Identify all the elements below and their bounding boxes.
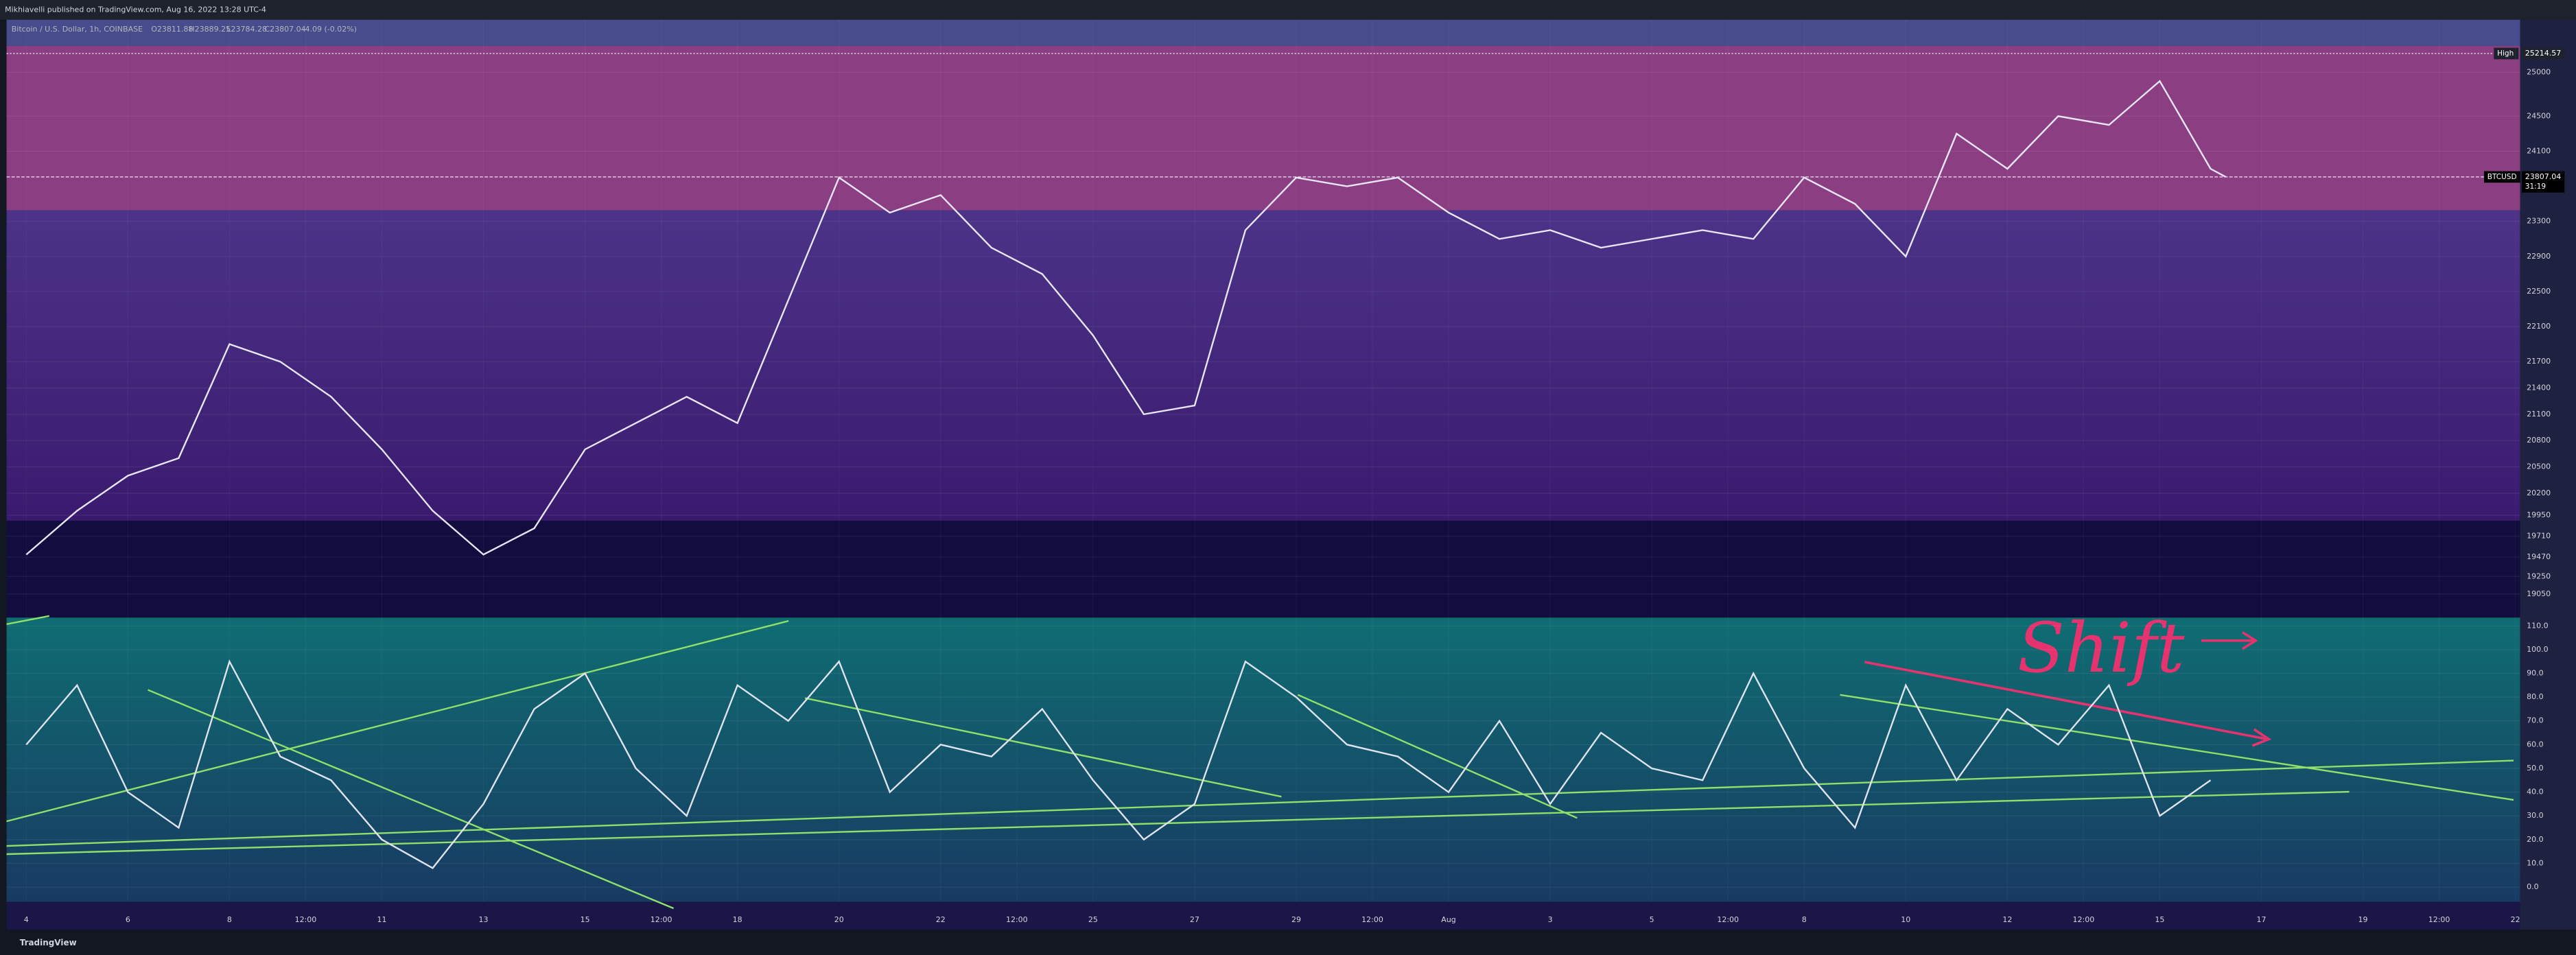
high-value: 25214.57 (2525, 49, 2561, 58)
y-tick-label: 60.0 (2527, 740, 2543, 748)
last-value: 23807.04 (2525, 172, 2561, 181)
x-tick-label: 22 (2511, 915, 2520, 924)
x-tick-label: 15 (581, 915, 590, 924)
y-tick-label: 100.0 (2527, 645, 2548, 654)
high-zone (6, 46, 2520, 211)
series-line (25, 659, 2212, 869)
y-tick-label: 19250 (2527, 571, 2551, 580)
y-tick-label: 24100 (2527, 146, 2551, 155)
y-tick-label: 80.0 (2527, 692, 2543, 701)
y-tick-label: 50.0 (2527, 764, 2543, 773)
y-tick-label: 19710 (2527, 532, 2551, 541)
x-tick-label: 6 (126, 915, 130, 924)
x-tick-label: 20 (834, 915, 844, 924)
x-tick-label: 12:00 (295, 915, 317, 924)
oscillator-pane (6, 617, 2520, 902)
y-tick-label: 19470 (2527, 552, 2551, 561)
x-tick-label: 12:00 (2428, 915, 2450, 924)
y-tick-label: 110.0 (2527, 621, 2548, 630)
high-tag (2494, 47, 2519, 60)
x-tick-label: 11 (377, 915, 386, 924)
footer-logo: TradingView (20, 938, 77, 947)
high-value-tag (2521, 47, 2565, 60)
x-tick-label: 12:00 (1361, 915, 1383, 924)
y-tick-label: 10.0 (2527, 858, 2543, 867)
legend: Bitcoin / U.S. Dollar, 1h, COINBASE O238… (12, 25, 357, 34)
x-tick-label: 22 (936, 915, 946, 924)
trendlines (6, 615, 2514, 910)
x-tick-label: 25 (1088, 915, 1098, 924)
y-tick-label: 21700 (2527, 357, 2551, 366)
x-tick-label: 12:00 (2073, 915, 2095, 924)
x-tick-label: 12:00 (1717, 915, 1739, 924)
legend-symbol: Bitcoin / U.S. Dollar, 1h, COINBASE (12, 25, 143, 34)
y-tick-label: 19050 (2527, 589, 2551, 598)
x-tick-label: 13 (479, 915, 489, 924)
x-tick-label: 29 (1291, 915, 1301, 924)
x-tick-label: 5 (1650, 915, 1654, 924)
y-tick-label: 0.0 (2527, 882, 2538, 891)
price-pane (6, 210, 2520, 521)
y-tick-label: 19950 (2527, 510, 2551, 519)
x-tick-label: 18 (733, 915, 742, 924)
header-bar (0, 0, 2576, 20)
x-tick-label: 15 (2155, 915, 2164, 924)
x-tick-label: 8 (1802, 915, 1807, 924)
y-tick-label: 22900 (2527, 252, 2551, 261)
top-band (6, 19, 2520, 47)
y-tick-label: 23300 (2527, 217, 2551, 226)
x-tick-label: 10 (1901, 915, 1910, 924)
last-tag (2521, 171, 2565, 193)
annotation: Shift (2017, 608, 2185, 688)
y-tick-label: 20200 (2527, 488, 2551, 497)
y-tick-label: 70.0 (2527, 716, 2543, 725)
legend-high: H23889.25 (189, 25, 231, 34)
x-tick-label: 12:00 (1006, 915, 1028, 924)
y-tick-label: 25000 (2527, 67, 2551, 76)
y-tick-label: 90.0 (2527, 669, 2543, 678)
x-tick-label: 12:00 (651, 915, 672, 924)
legend-change: -4.09 (-0.02%) (303, 25, 357, 34)
y-tick-label: 24500 (2527, 111, 2551, 120)
legend-close: C23807.04 (264, 25, 305, 34)
y-tick-label: 21400 (2527, 384, 2551, 392)
y-tick-label: 40.0 (2527, 788, 2543, 797)
high-tag-label: High (2497, 49, 2514, 58)
time-axis (6, 901, 2520, 930)
x-tick-label: 12 (2002, 915, 2012, 924)
y-tick-label: 20.0 (2527, 835, 2543, 844)
shift-arrows (1864, 631, 2272, 747)
y-tick-label: 20800 (2527, 436, 2551, 445)
volume-pane (6, 520, 2520, 618)
x-tick-label: 19 (2358, 915, 2368, 924)
header-text: Mikhiavelli published on TradingView.com… (5, 5, 266, 14)
y-tick-label: 22500 (2527, 287, 2551, 296)
x-tick-label: 27 (1190, 915, 1199, 924)
symbol-name: BTCUSD (2487, 173, 2517, 181)
legend-low: L23784.28 (226, 25, 267, 34)
x-tick-label: 8 (227, 915, 232, 924)
x-tick-label: Aug (1441, 915, 1455, 924)
series-line (25, 80, 2227, 556)
y-tick-label: 20500 (2527, 462, 2551, 471)
countdown: 31:19 (2525, 182, 2546, 191)
y-tick-label: 21100 (2527, 410, 2551, 418)
y-tick-label: 22100 (2527, 322, 2551, 331)
x-tick-label: 17 (2256, 915, 2266, 924)
legend-open: O23811.88 (151, 25, 193, 34)
x-tick-label: 3 (1548, 915, 1553, 924)
symbol-tag (2483, 171, 2520, 183)
y-tick-label: 30.0 (2527, 811, 2543, 820)
footer-bar (0, 930, 2576, 955)
x-tick-label: 4 (24, 915, 29, 924)
